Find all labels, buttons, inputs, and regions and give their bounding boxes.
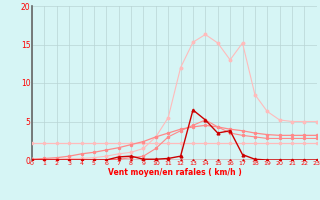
X-axis label: Vent moyen/en rafales ( km/h ): Vent moyen/en rafales ( km/h ) (108, 168, 241, 177)
